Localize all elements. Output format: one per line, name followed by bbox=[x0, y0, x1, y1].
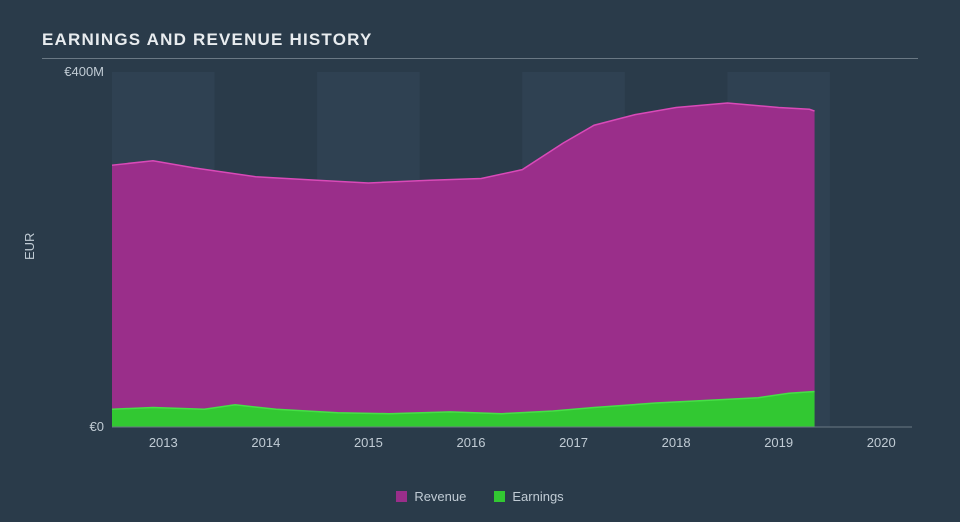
chart-area: €0 €400M 2013 2014 2015 2016 2017 2018 2019 2020 bbox=[60, 62, 930, 462]
x-tick-label: 2017 bbox=[559, 435, 588, 450]
legend-label: Earnings bbox=[512, 489, 563, 504]
y-tick-label: €400M bbox=[64, 64, 104, 79]
chart-legend: Revenue Earnings bbox=[0, 489, 960, 504]
legend-item: Revenue bbox=[396, 489, 466, 504]
x-tick-label: 2014 bbox=[251, 435, 280, 450]
y-axis-label: EUR bbox=[22, 233, 37, 260]
chart-title-row: EARNINGS AND REVENUE HISTORY bbox=[42, 30, 918, 59]
x-tick-label: 2020 bbox=[867, 435, 896, 450]
legend-label: Revenue bbox=[414, 489, 466, 504]
chart-title: EARNINGS AND REVENUE HISTORY bbox=[42, 30, 918, 50]
x-tick-label: 2013 bbox=[149, 435, 178, 450]
legend-item: Earnings bbox=[494, 489, 563, 504]
x-tick-label: 2018 bbox=[662, 435, 691, 450]
x-tick-label: 2019 bbox=[764, 435, 793, 450]
legend-swatch bbox=[494, 491, 505, 502]
legend-swatch bbox=[396, 491, 407, 502]
revenue-area bbox=[112, 103, 815, 427]
x-tick-label: 2015 bbox=[354, 435, 383, 450]
x-tick-label: 2016 bbox=[457, 435, 486, 450]
y-tick-label: €0 bbox=[90, 419, 104, 434]
